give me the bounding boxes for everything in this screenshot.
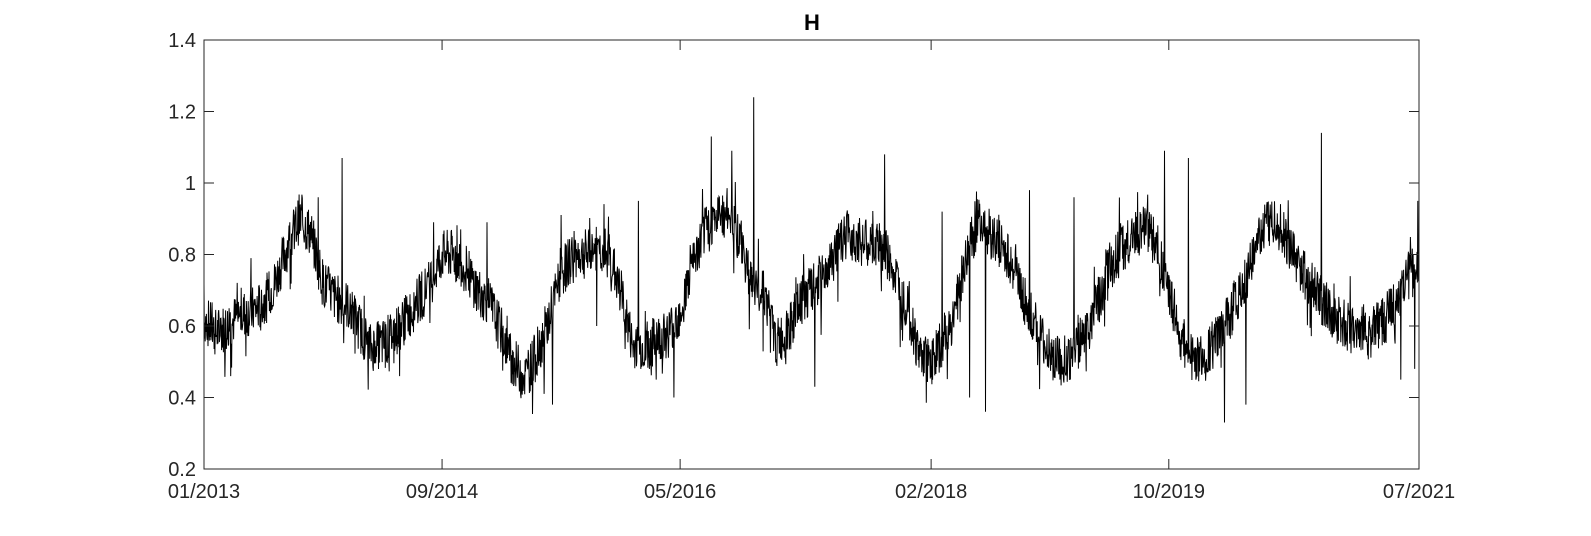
y-tick-label: 0.8 — [168, 245, 196, 267]
y-tick-label: 1.4 — [168, 30, 196, 52]
y-tick-label: 0.4 — [168, 388, 196, 410]
y-tick-label: 0.2 — [168, 459, 196, 481]
y-tick-label: 1 — [185, 173, 196, 195]
series-line — [203, 97, 1420, 423]
x-tick-label: 02/2018 — [895, 481, 967, 503]
y-tick-label: 0.6 — [168, 316, 196, 338]
x-tick-label: 05/2016 — [644, 481, 716, 503]
y-axis: 0.2 0.4 0.6 0.8 1 1.2 1.4 — [168, 30, 1419, 481]
y-tick-label: 1.2 — [168, 102, 196, 124]
x-tick-label: 07/2021 — [1383, 481, 1455, 503]
x-tick-label: 01/2013 — [168, 481, 240, 503]
plot-area — [203, 97, 1420, 423]
axes-box — [203, 39, 1420, 470]
chart-title: H — [804, 10, 820, 35]
x-tick-label: 09/2014 — [406, 481, 478, 503]
x-tick-label: 10/2019 — [1133, 481, 1205, 503]
x-axis: 01/2013 09/2014 05/2016 02/2018 10/2019 07/20… — [168, 40, 1455, 503]
